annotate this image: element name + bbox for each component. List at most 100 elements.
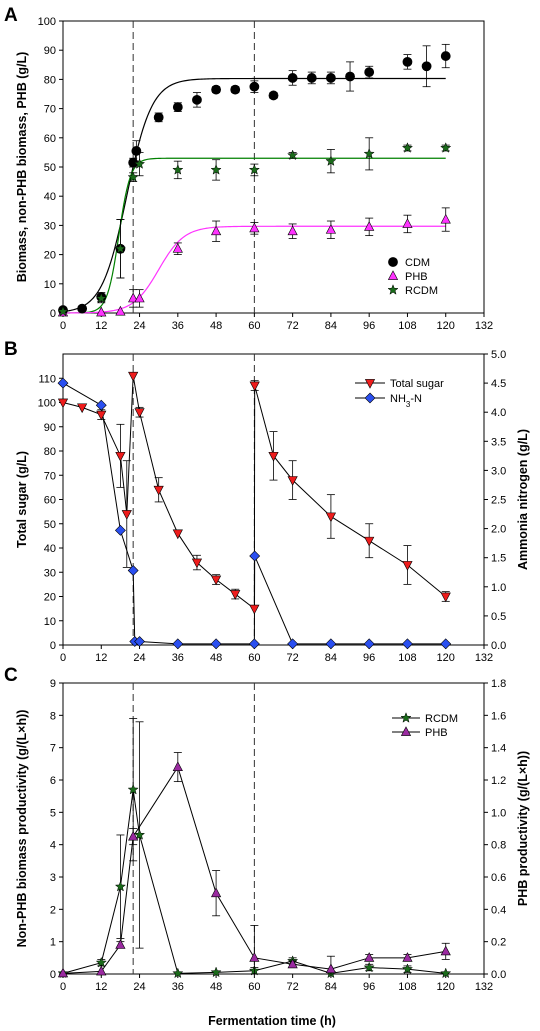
x-tick-label-a-10: 120 [437,320,455,332]
x-tick-label-a-2: 24 [133,320,145,332]
y-tick-label-c-8: 8 [50,710,56,722]
x-tick-label-b-11: 132 [475,652,493,664]
data-point-nh3-n-6 [172,638,184,650]
data-point-phb-4 [134,292,145,303]
data-point-cdm-17 [364,67,375,77]
x-tick-label-a-1: 12 [95,320,107,332]
data-point-rcdm-6 [210,164,222,175]
data-point-total-sugar-6 [134,408,145,418]
y2-tick-label-c-3: 0.6 [491,872,506,884]
y-tick-label-b-3: 30 [44,567,56,579]
data-point-rcdm-7 [248,164,260,175]
legend-label-a-0: CDM [405,257,430,269]
x-tick-label-c-7: 84 [325,981,337,993]
y2-tick-label-c-0: 0.0 [491,969,506,981]
data-point-rcdm-12 [440,967,452,979]
y-tick-label-b-9: 90 [44,422,56,434]
plot-frame-c [62,682,485,975]
y2-tick-label-b-4: 2.0 [491,524,506,536]
y-tick-label-c-6: 6 [50,775,56,787]
panel-letter-c: C [4,665,18,686]
data-point-phb-6 [249,952,260,962]
data-point-phb-10 [402,952,413,962]
data-point-nh3-n-2 [114,524,126,536]
x-tick-label-a-0: 0 [60,320,66,332]
y-tick-label-c-4: 4 [50,840,56,852]
data-point-total-sugar-3 [115,451,126,462]
y-tick-label-a-8: 80 [44,74,56,86]
data-point-phb-1 [96,306,107,317]
data-point-total-sugar-15 [287,476,298,486]
data-point-cdm-5 [131,146,142,156]
data-point-total-sugar-12 [249,604,260,615]
data-point-total-sugar-9 [191,558,203,569]
y2-tick-label-b-0: 0.0 [491,640,506,652]
data-point-cdm-6 [153,112,164,123]
data-point-cdm-20 [440,51,451,61]
data-point-phb-2 [115,939,126,949]
x-tick-label-a-6: 72 [287,320,299,332]
legend-marker-c-1 [400,726,412,736]
y-tick-label-b-10: 100 [38,398,56,410]
y-tick-label-b-7: 70 [44,470,56,482]
x-tick-label-c-4: 48 [210,981,222,993]
data-point-cdm-19 [421,61,432,72]
y2-tick-label-c-2: 0.4 [491,904,506,916]
y2-tick-label-c-1: 0.2 [491,937,506,949]
legend-marker-a-2 [387,284,399,295]
x-tick-label-a-7: 84 [325,320,337,332]
y-tick-label-b-11: 110 [38,373,56,385]
data-point-phb-11 [402,218,413,228]
data-point-cdm-11 [249,81,260,92]
y-tick-label-c-7: 7 [50,743,56,755]
data-point-cdm-12 [268,90,279,101]
data-point-total-sugar-7 [153,485,164,496]
legend-marker-b-0 [364,379,376,389]
y-tick-label-a-1: 10 [44,279,56,291]
data-point-cdm-13 [287,73,298,83]
x-tick-label-c-10: 120 [437,981,455,993]
data-point-cdm-16 [345,71,355,82]
data-point-rcdm-11 [401,963,414,974]
x-tick-label-c-8: 96 [363,981,375,993]
data-point-cdm-7 [172,102,183,113]
legend-label-c-1: PHB [425,727,448,739]
panel-b-chart: 0 12 24 36 48 60 72 84 96 108 120 132 0 10 20 30 40 50 60 7… [15,349,530,664]
data-point-rcdm-0 [57,305,69,317]
x-tick-label-b-1: 12 [95,652,107,664]
data-point-nh3-n-8 [248,638,260,650]
data-point-cdm-9 [211,84,221,95]
y-tick-label-b-8: 80 [44,446,56,458]
y-axis-label-c: Non-PHB biomass productivity (g/(L×h)) [15,710,29,948]
fit-curve-0 [62,77,446,313]
x-tick-label-b-10: 120 [437,652,455,664]
data-point-cdm-8 [192,94,202,105]
data-point-phb-8 [287,225,298,236]
data-point-rcdm-10 [363,147,375,159]
y-tick-label-c-3: 3 [50,872,56,884]
x-tick-label-b-8: 96 [363,652,375,664]
legend-marker-a-0 [388,257,398,267]
legend-label-a-1: PHB [405,271,428,283]
y2-tick-label-b-3: 1.5 [491,553,506,565]
data-point-total-sugar-1 [77,403,88,414]
panel-letter-a: A [4,5,18,26]
data-point-rcdm-10 [363,961,375,973]
data-point-phb-9 [364,952,375,962]
y-tick-label-a-2: 20 [44,250,56,262]
y-tick-label-a-4: 40 [44,191,56,203]
y-tick-label-b-1: 10 [44,616,56,628]
x-tick-label-b-4: 48 [210,652,222,664]
data-point-total-sugar-10 [210,575,222,586]
data-point-cdm-14 [306,73,317,83]
data-point-total-sugar-0 [57,398,69,409]
data-point-total-sugar-2 [96,410,107,421]
data-point-nh3-n-11 [325,638,337,650]
x-axis-label: Fermentation time (h) [208,1014,336,1028]
x-tick-label-c-9: 108 [398,981,416,993]
data-point-rcdm-5 [172,164,184,175]
x-tick-label-a-5: 60 [248,320,260,332]
legend-label-a-2: RCDM [405,285,438,297]
data-point-cdm-10 [230,84,241,95]
data-point-rcdm-3 [127,783,139,795]
